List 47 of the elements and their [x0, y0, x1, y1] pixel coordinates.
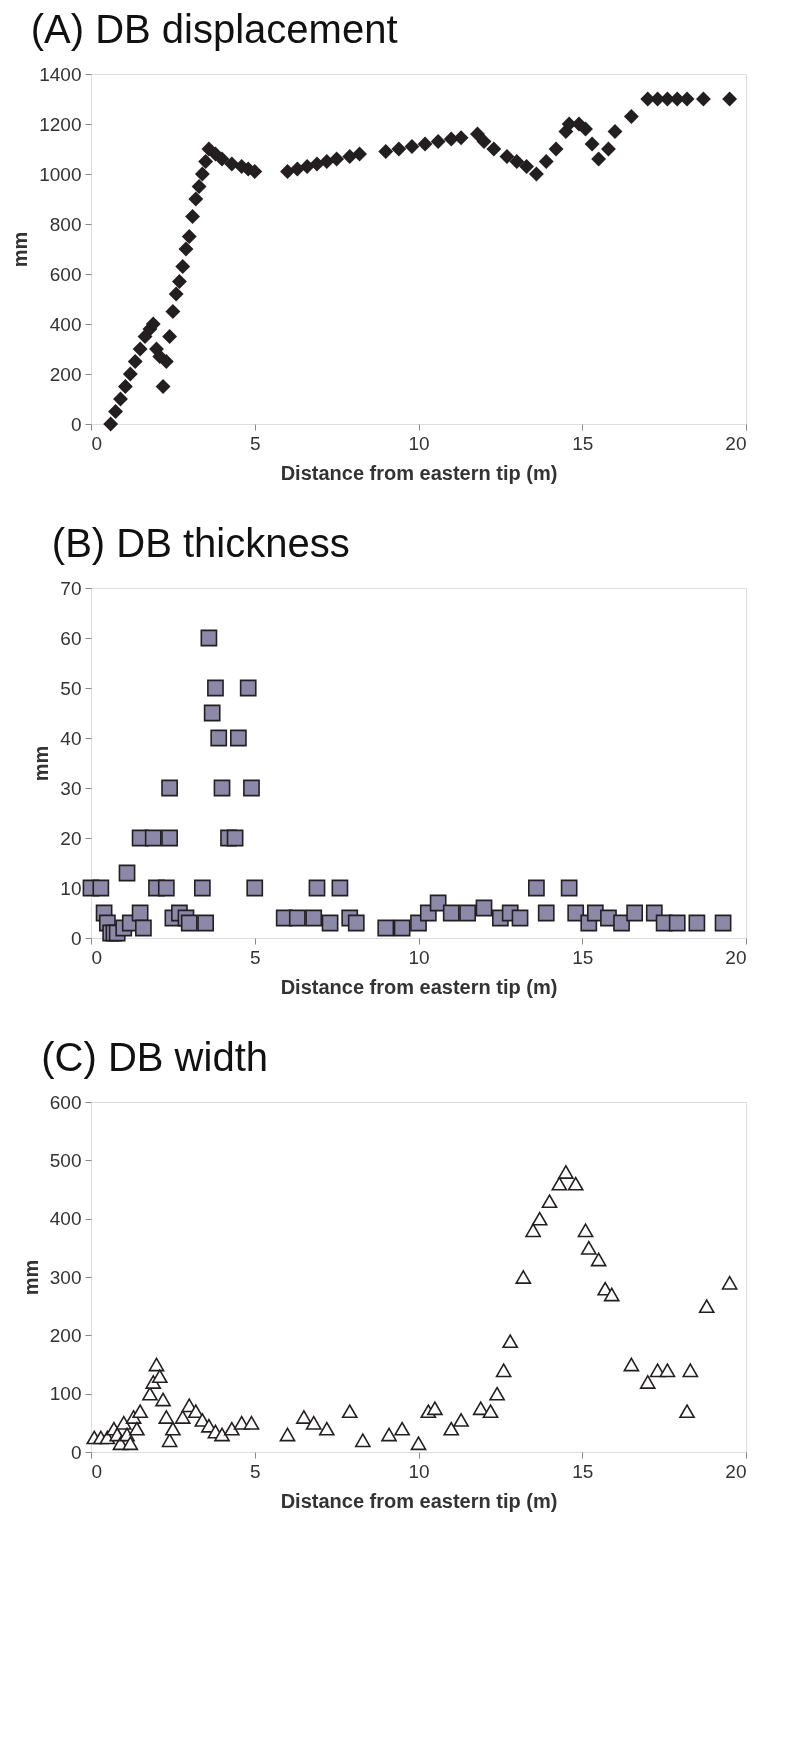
- y-tick-label: 0: [70, 1441, 82, 1463]
- y-tick-label: 1200: [39, 113, 82, 135]
- y-tick-label: 10: [60, 877, 82, 899]
- y-tick-label: 0: [70, 413, 82, 435]
- x-tick-label: 5: [249, 432, 261, 454]
- y-tick-label: 70: [60, 577, 82, 599]
- y-tick-label: 200: [49, 1324, 82, 1346]
- x-tick-label: 20: [725, 946, 747, 968]
- x-tick-label: 0: [91, 1460, 103, 1482]
- x-axis-title: Distance from eastern tip (m): [280, 975, 558, 998]
- y-tick-label: 600: [49, 1091, 82, 1113]
- y-tick-label: 0: [70, 927, 82, 949]
- y-axis-title: mm: [19, 1259, 42, 1296]
- y-tick-label: 40: [60, 727, 82, 749]
- x-axis-title: Distance from eastern tip (m): [280, 461, 558, 484]
- y-tick-label: 30: [60, 777, 82, 799]
- x-tick-label: 5: [249, 946, 261, 968]
- chart-title: (A) DB displacement: [30, 7, 398, 51]
- x-tick-label: 10: [408, 1460, 430, 1482]
- x-tick-label: 15: [572, 1460, 594, 1482]
- x-tick-label: 0: [91, 946, 103, 968]
- y-tick-label: 400: [49, 313, 82, 335]
- y-tick-label: 800: [49, 213, 82, 235]
- y-tick-label: 20: [60, 827, 82, 849]
- x-tick-label: 10: [408, 432, 430, 454]
- y-tick-label: 50: [60, 677, 82, 699]
- y-tick-label: 600: [49, 263, 82, 285]
- y-tick-label: 300: [49, 1266, 82, 1288]
- y-tick-label: 400: [49, 1208, 82, 1230]
- y-tick-label: 1400: [39, 63, 82, 85]
- y-tick-label: 1000: [39, 163, 82, 185]
- x-tick-label: 10: [408, 946, 430, 968]
- x-tick-label: 20: [725, 432, 747, 454]
- x-tick-label: 15: [572, 946, 594, 968]
- y-tick-label: 200: [49, 363, 82, 385]
- chart-title: (B) DB thickness: [51, 521, 350, 565]
- x-tick-label: 0: [91, 432, 103, 454]
- y-tick-label: 500: [49, 1149, 82, 1171]
- y-tick-label: 60: [60, 627, 82, 649]
- x-axis-title: Distance from eastern tip (m): [280, 1489, 558, 1512]
- x-tick-label: 20: [725, 1460, 747, 1482]
- y-axis-title: mm: [30, 745, 53, 782]
- chart-title: (C) DB width: [41, 1035, 268, 1079]
- x-tick-label: 5: [249, 1460, 261, 1482]
- y-axis-title: mm: [9, 231, 32, 268]
- x-tick-label: 15: [572, 432, 594, 454]
- y-tick-label: 100: [49, 1383, 82, 1405]
